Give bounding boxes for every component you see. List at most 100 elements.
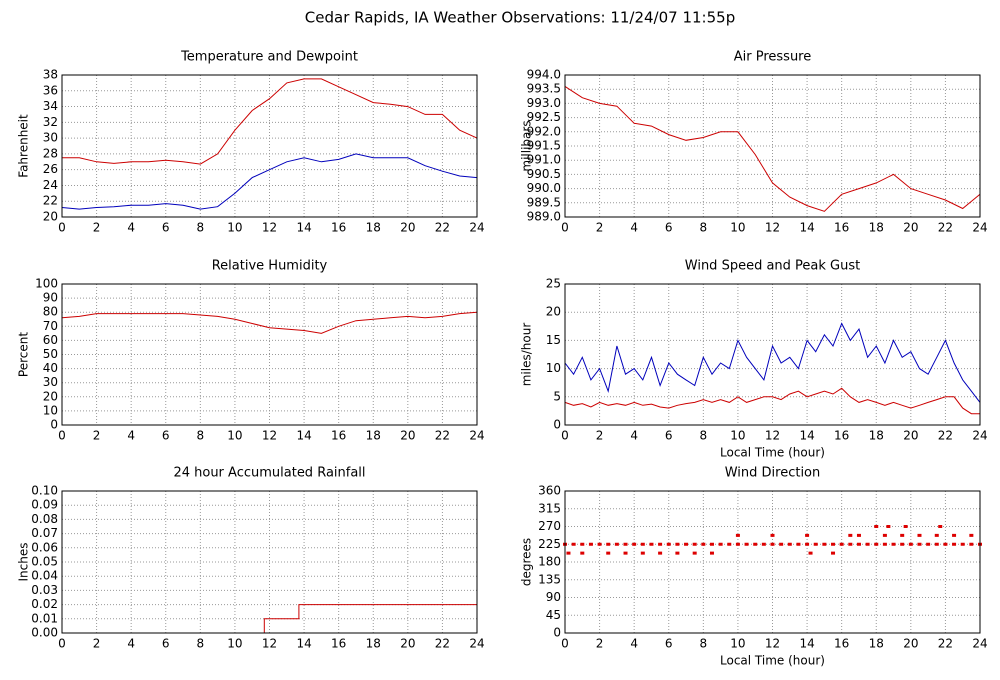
x-tick-label: 24: [469, 637, 484, 651]
data-point: [709, 551, 714, 555]
data-point: [952, 533, 957, 537]
data-point: [623, 542, 628, 546]
y-tick-label: 20: [43, 389, 58, 403]
data-point: [580, 542, 585, 546]
y-tick-label: 25: [546, 277, 561, 291]
data-point: [718, 542, 723, 546]
data-point: [900, 542, 905, 546]
y-tick-label: 990.5: [527, 167, 561, 181]
x-tick-label: 12: [765, 637, 780, 651]
x-tick-label: 8: [700, 221, 708, 235]
x-tick-label: 2: [596, 429, 604, 443]
chart-title: Wind Direction: [725, 466, 821, 481]
y-tick-label: 990.0: [527, 181, 561, 195]
data-point: [632, 542, 637, 546]
data-point: [960, 542, 965, 546]
y-tick-label: 989.5: [527, 195, 561, 209]
x-tick-label: 24: [469, 429, 484, 443]
data-point: [597, 542, 602, 546]
data-point: [938, 525, 943, 528]
plot-frame: [564, 490, 981, 634]
x-tick-label: 10: [227, 221, 242, 235]
x-tick-label: 0: [58, 221, 66, 235]
data-point: [917, 533, 922, 537]
y-tick-label: 34: [43, 99, 58, 113]
data-point: [831, 542, 836, 546]
data-point: [606, 542, 611, 546]
y-tick-label: 70: [43, 319, 58, 333]
x-tick-label: 4: [630, 429, 638, 443]
y-tick-label: 0: [553, 418, 561, 432]
data-point: [856, 542, 861, 546]
y-tick-label: 994.0: [527, 68, 561, 82]
x-tick-label: 18: [366, 637, 381, 651]
data-point: [891, 542, 896, 546]
y-tick-label: 50: [43, 347, 58, 361]
data-point: [908, 542, 913, 546]
y-tick-label: 20: [43, 210, 58, 224]
y-tick-label: 38: [43, 68, 58, 82]
x-tick-label: 14: [799, 637, 814, 651]
data-point: [874, 525, 879, 528]
x-axis-label: Local Time (hour): [720, 654, 825, 668]
y-tick-label: 40: [43, 361, 58, 375]
data-line: [61, 153, 478, 210]
data-point: [822, 542, 827, 546]
x-axis-label: Local Time (hour): [720, 446, 825, 460]
data-point: [796, 542, 801, 546]
y-tick-label: 992.5: [527, 110, 561, 124]
y-axis-label: millibars: [520, 120, 534, 171]
y-tick-label: 26: [43, 162, 58, 176]
y-tick-label: 0.03: [31, 583, 58, 597]
data-point: [934, 542, 939, 546]
x-tick-label: 20: [400, 221, 415, 235]
y-tick-label: 0.10: [31, 484, 58, 498]
data-point: [675, 551, 680, 555]
chart-title: Air Pressure: [734, 50, 812, 65]
data-point: [649, 542, 654, 546]
y-tick-label: 36: [43, 83, 58, 97]
y-tick-label: 15: [546, 333, 561, 347]
data-point: [675, 542, 680, 546]
y-tick-label: 0: [553, 626, 561, 640]
x-tick-label: 0: [58, 429, 66, 443]
x-tick-label: 24: [972, 429, 987, 443]
data-point: [640, 551, 645, 555]
data-point: [753, 542, 758, 546]
y-axis-label: degrees: [520, 538, 534, 586]
y-tick-label: 360: [538, 484, 561, 498]
x-tick-label: 16: [834, 429, 849, 443]
x-tick-label: 14: [296, 637, 311, 651]
y-tick-label: 225: [538, 537, 561, 551]
data-point: [865, 542, 870, 546]
data-point: [926, 542, 931, 546]
x-tick-label: 22: [435, 429, 450, 443]
x-tick-label: 18: [366, 221, 381, 235]
x-tick-label: 16: [834, 637, 849, 651]
x-tick-label: 4: [127, 429, 135, 443]
data-point: [900, 533, 905, 537]
x-tick-label: 4: [630, 221, 638, 235]
x-tick-label: 16: [331, 221, 346, 235]
x-tick-label: 12: [765, 429, 780, 443]
y-tick-label: 0: [50, 418, 58, 432]
x-tick-label: 0: [58, 637, 66, 651]
data-point: [701, 542, 706, 546]
x-tick-label: 2: [596, 637, 604, 651]
data-line: [564, 322, 981, 403]
x-tick-label: 6: [162, 429, 170, 443]
y-tick-label: 0.08: [31, 512, 58, 526]
y-tick-label: 0.06: [31, 540, 58, 554]
page-title: Cedar Rapids, IA Weather Observations: 1…: [305, 9, 735, 27]
x-tick-label: 10: [730, 429, 745, 443]
y-tick-label: 0.01: [31, 611, 58, 625]
x-tick-label: 12: [262, 221, 277, 235]
x-tick-label: 2: [93, 637, 101, 651]
x-tick-label: 4: [127, 637, 135, 651]
plot-frame: [564, 283, 981, 426]
y-tick-label: 270: [538, 519, 561, 533]
data-line: [564, 387, 980, 415]
x-tick-label: 0: [561, 221, 569, 235]
x-tick-label: 12: [765, 221, 780, 235]
data-point: [831, 551, 836, 555]
